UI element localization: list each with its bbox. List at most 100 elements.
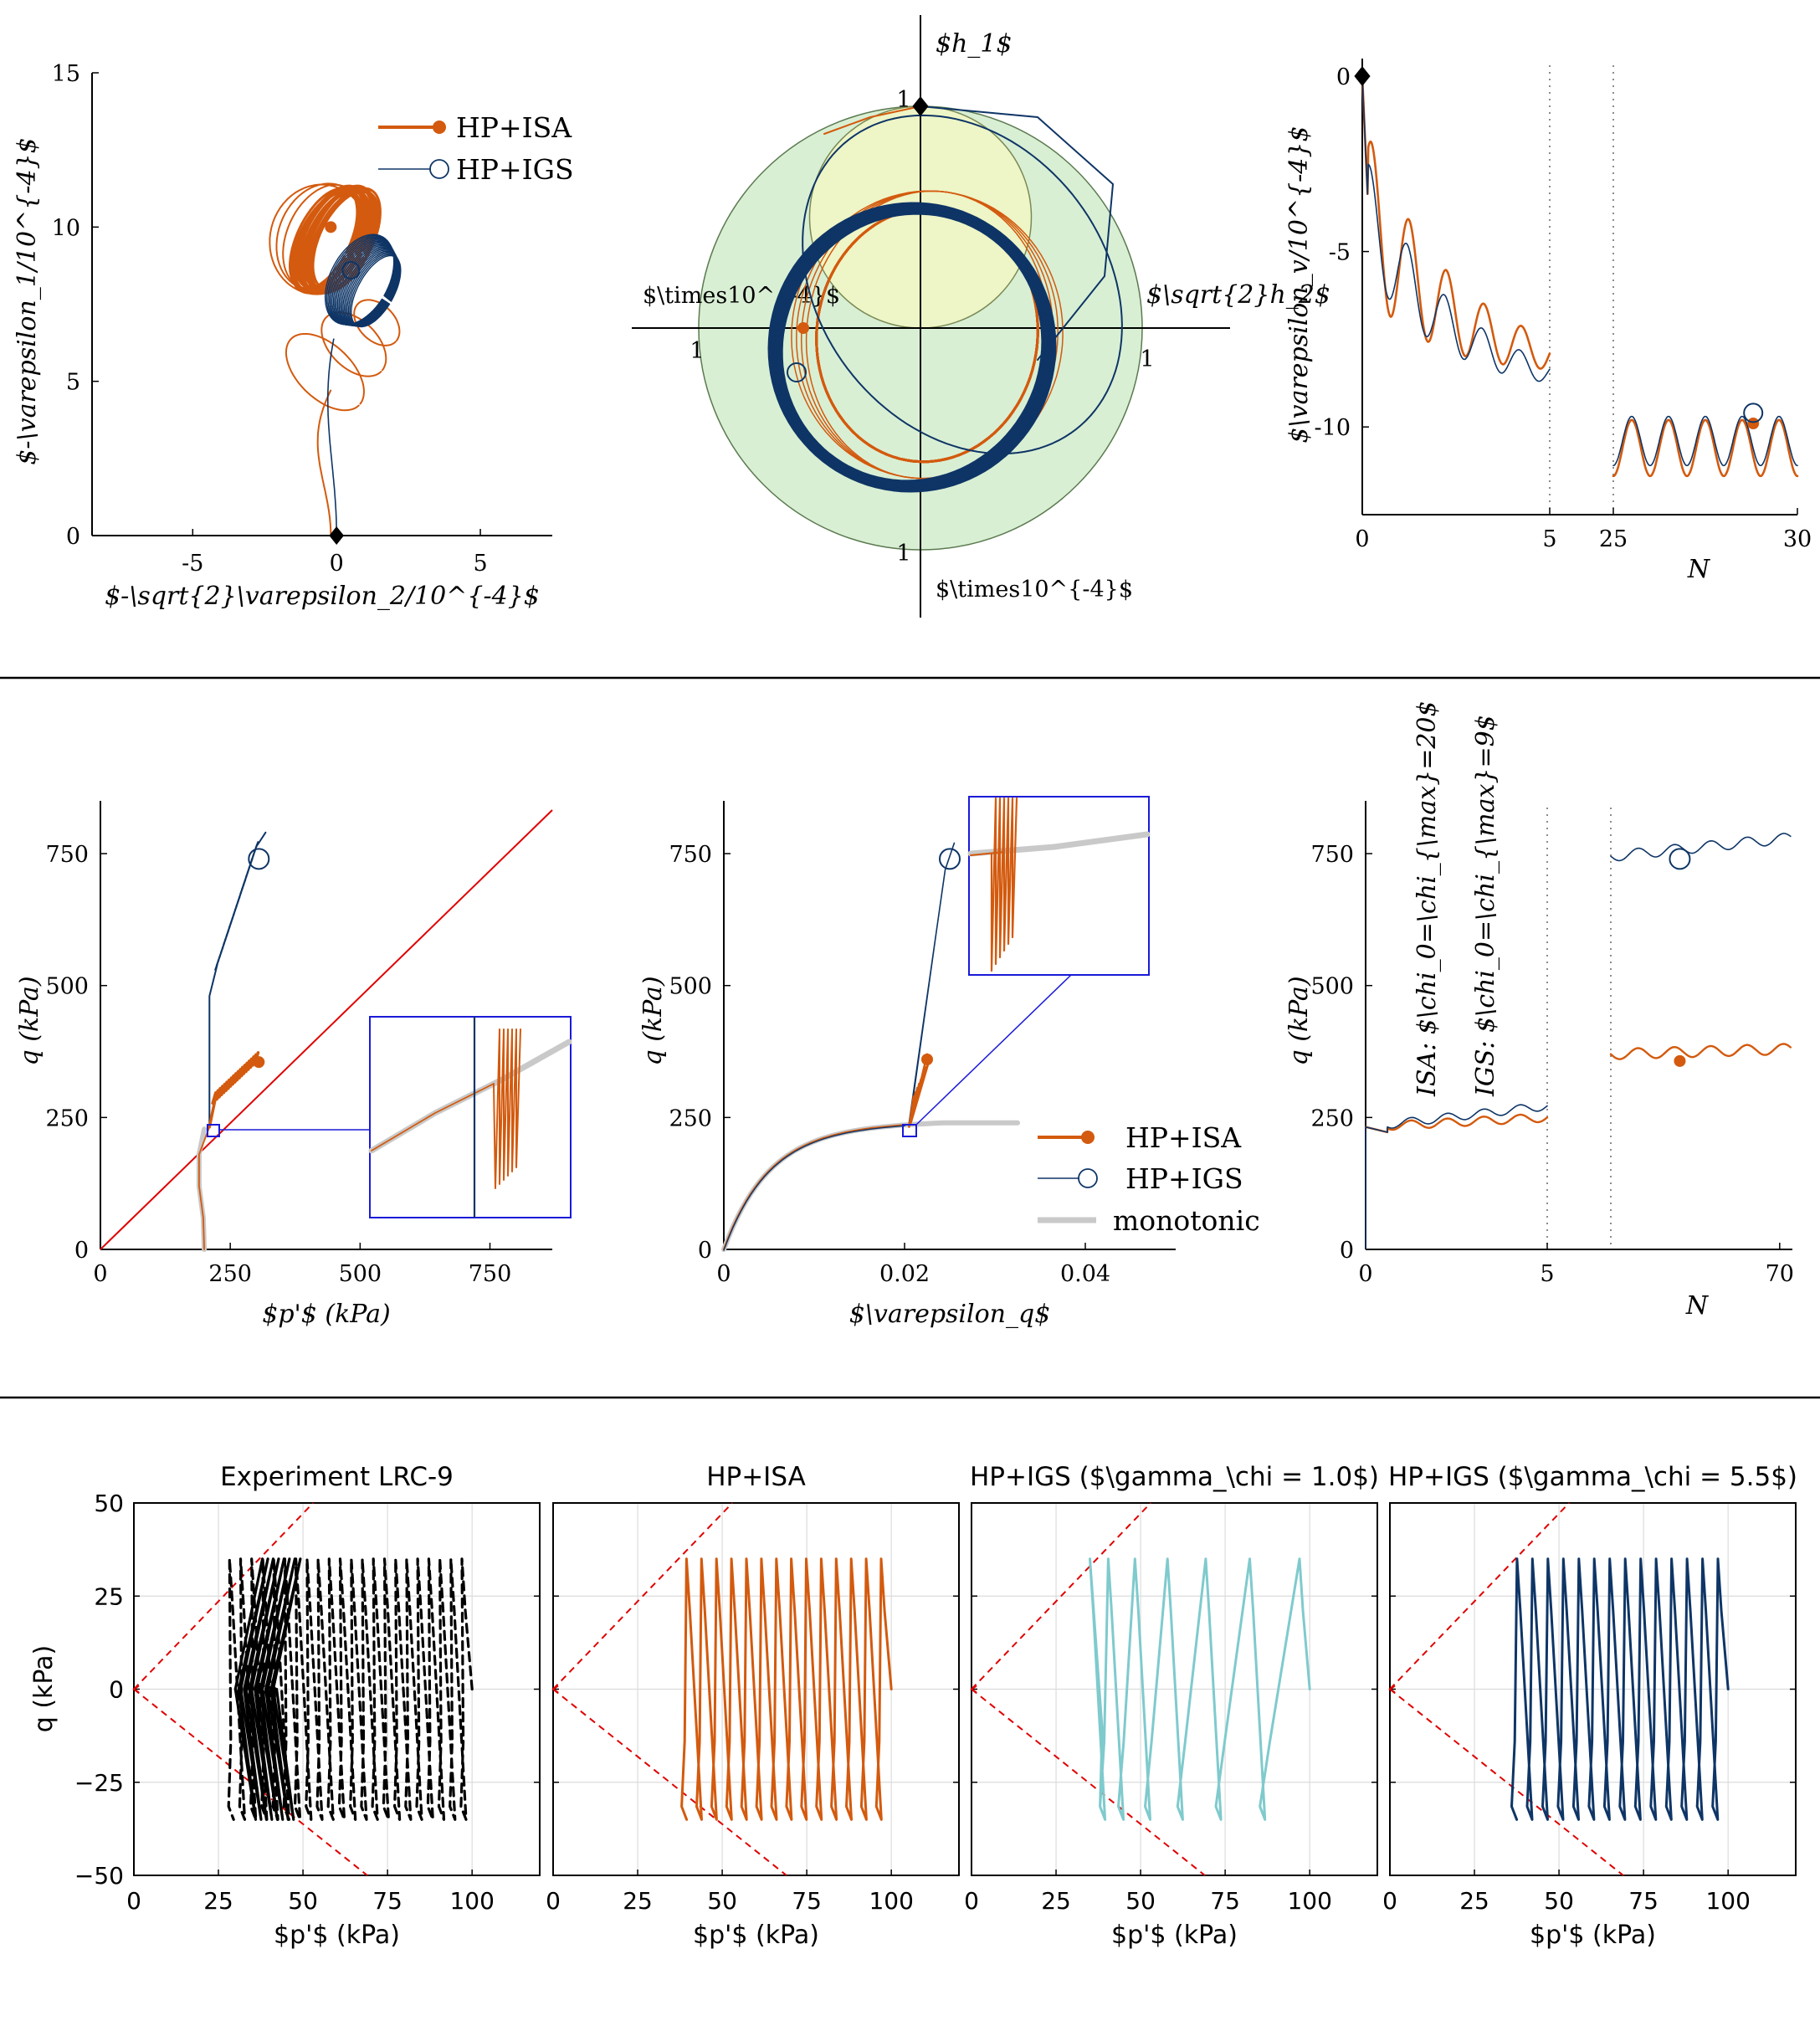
origin-arrow <box>1388 1685 1396 1694</box>
y-tick-label: 0 <box>1340 1238 1354 1264</box>
legend-isa-marker <box>1081 1131 1095 1144</box>
hp-isa-path <box>680 1557 893 1821</box>
y-tick-label: 10 <box>52 215 80 241</box>
x-tick-label: 0 <box>1355 526 1369 552</box>
y-axis-label: q (kPa) <box>638 976 668 1065</box>
y-axis-label: $\varepsilon_v/10^{-4}$ <box>1284 126 1314 443</box>
monotonic-curve <box>721 1120 1020 1252</box>
x-tick-label: 75 <box>1210 1887 1240 1915</box>
x-tick-label: 100 <box>1705 1887 1750 1915</box>
bottom-scale-label: $\times10^{-4}$ <box>936 577 1133 603</box>
zoom-box <box>207 1124 220 1137</box>
igs-direction-loop <box>779 211 1045 484</box>
isa-volumetric-line <box>1612 418 1799 478</box>
y-tick-label: -5 <box>1329 240 1351 266</box>
top-tick-label: 1 <box>896 87 910 113</box>
inset-frame <box>369 1016 572 1218</box>
bottom-panel-hp-igs-1: 0 25 50 75 100 HP+IGS ($\gamma_\chi = 1.0$) $p… <box>964 1462 1379 1950</box>
igs-end-marker <box>939 848 961 870</box>
y-tick-label: 0 <box>698 1238 712 1264</box>
h2-axis-label: $\sqrt{2}h_2$ <box>1146 280 1330 310</box>
x-tick-label: 100 <box>1287 1887 1331 1915</box>
x-tick-label: 30 <box>1783 526 1812 552</box>
y-tick-label: 50 <box>94 1490 124 1517</box>
igs-q-line <box>1610 833 1792 862</box>
y-tick-label: 250 <box>45 1105 89 1131</box>
x-tick-label: 0 <box>1358 1261 1372 1287</box>
stress-path-panel: 00 250 250 500 500 750 750 $p'$ (kPa) q (kPa) <box>15 801 572 1329</box>
x-axis-label: N <box>1685 1291 1710 1321</box>
igs-stress-path <box>208 831 267 1128</box>
failure-line-upper <box>971 1502 1151 1690</box>
isa-end-marker <box>1747 418 1760 429</box>
legend: HP+ISA HP+IGS monotonic <box>1038 1121 1260 1237</box>
y-tick-label: 250 <box>669 1105 712 1131</box>
legend-igs-label: HP+IGS <box>456 153 574 186</box>
origin-arrow <box>132 1685 140 1694</box>
failure-line-upper <box>552 1502 733 1690</box>
x-tick-label: -5 <box>182 551 203 577</box>
x-tick-label: 50 <box>707 1887 737 1915</box>
isa-q-line <box>1364 1113 1549 1134</box>
x-tick-label: 0 <box>546 1887 561 1915</box>
bottom-panel-hp-igs-55: 0 25 50 75 100 HP+IGS ($\gamma_\chi = 5.5$) $p… <box>1382 1462 1797 1950</box>
x-tick-label: 25 <box>1041 1887 1071 1915</box>
y-tick-label: 500 <box>1310 974 1354 1000</box>
bottom-panel-experiment: 0 25 50 75 100 Experiment LRC-9 $p'$ (kPa) <box>126 1462 541 1950</box>
panel-title: Experiment LRC-9 <box>220 1462 454 1492</box>
strain-path-panel: -5 0 5 0 5 10 15 $-\sqrt{2}\varepsilon_2/10^{-4… <box>13 61 574 611</box>
y-axis-label: q (kPa) <box>1284 976 1314 1065</box>
failure-line-lower <box>971 1688 1206 1876</box>
start-diamond-marker <box>1354 65 1371 86</box>
igs-end-marker <box>787 362 807 382</box>
legend-isa-label: HP+ISA <box>456 111 572 144</box>
x-tick-label: 70 <box>1766 1261 1794 1287</box>
igs-q-line <box>1365 1104 1548 1133</box>
isa-early-loop <box>320 311 387 377</box>
igs-volumetric-line <box>1612 415 1798 467</box>
legend-igs-marker <box>1078 1168 1098 1188</box>
x-axis-label: $p'$ (kPa) <box>262 1300 390 1329</box>
y-tick-label: 750 <box>45 842 89 868</box>
y-tick-label: 500 <box>669 974 712 1000</box>
y-tick-label: −50 <box>74 1862 124 1890</box>
bottom-panel-hp-isa: 0 25 50 75 100 HP+ISA $p'$ (kPa) <box>546 1462 960 1950</box>
start-diamond-marker <box>329 526 344 545</box>
legend-isa-label: HP+ISA <box>1125 1121 1242 1154</box>
isa-end-marker <box>325 221 337 233</box>
y-tick-label: 750 <box>669 842 712 868</box>
x-tick-label: 75 <box>792 1887 822 1915</box>
y-tick-label: 0 <box>109 1676 124 1704</box>
isa-end-marker <box>797 322 809 334</box>
x-tick-label: 0.02 <box>879 1261 930 1287</box>
igs-direction-loop <box>781 213 1043 482</box>
igs-end-marker <box>341 260 361 280</box>
failure-line-lower <box>552 1688 787 1876</box>
x-tick-label: 0 <box>93 1261 107 1287</box>
origin-arrow <box>970 1685 977 1694</box>
failure-line-upper <box>1389 1502 1570 1690</box>
x-tick-label: 100 <box>449 1887 494 1915</box>
start-diamond-marker <box>912 96 929 116</box>
legend-monotonic-label: monotonic <box>1113 1204 1260 1237</box>
inset-isa-cycles <box>990 797 1018 972</box>
x-tick-label: 0 <box>126 1887 141 1915</box>
igs-initial-path <box>327 338 337 536</box>
legend-igs-label: HP+IGS <box>1125 1162 1243 1195</box>
y-tick-label: −25 <box>74 1769 124 1797</box>
isa-annotation: ISA: $\chi_0=\chi_{\max}=20$ <box>1412 700 1442 1097</box>
x-tick-label: 50 <box>1125 1887 1156 1915</box>
panel-title: HP+IGS ($\gamma_\chi = 5.5$) <box>1388 1462 1797 1492</box>
isa-end-marker <box>921 1053 933 1065</box>
polar-panel: $h_1$$\sqrt{2}h_2$11 11$\times10^{-4}$$\t… <box>632 15 1330 618</box>
legend-isa-marker <box>433 121 446 134</box>
igs-volumetric-line <box>1361 75 1551 382</box>
x-tick-label: 100 <box>869 1887 913 1915</box>
isa-early-loop <box>285 333 365 412</box>
isa-q-line <box>1609 1043 1792 1060</box>
legend-igs-marker <box>429 159 449 179</box>
igs-end-marker <box>1669 848 1691 870</box>
x-tick-label: 25 <box>623 1887 653 1915</box>
x-tick-label: 250 <box>208 1261 252 1287</box>
right-tick-label: 1 <box>1140 346 1154 372</box>
